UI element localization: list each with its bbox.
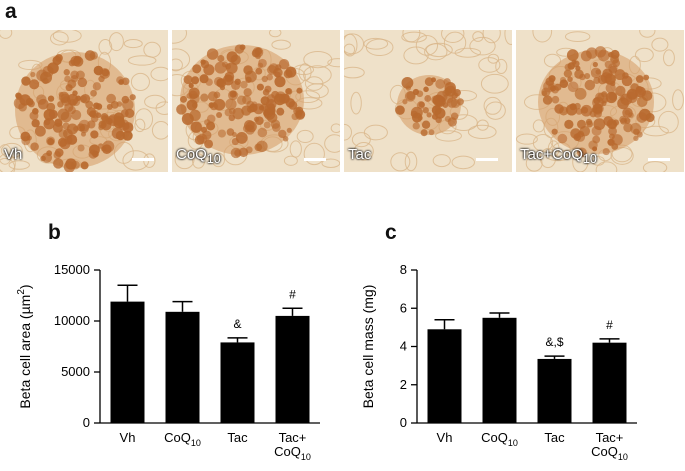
beta-cell-mass-chart: 0 2 4 6 8 Vh CoQ10 &,$ Tac # Tac+ CoQ10 Beta cell ma… [360,262,637,462]
x-tick-label: Tac [544,430,565,445]
y-tick-label: 0 [83,415,90,430]
micrograph-label: Tac+CoQ10 [520,146,597,166]
significance-annotation: # [606,318,613,332]
y-tick-label: 15000 [54,262,90,277]
scale-bar [304,158,326,161]
scale-bar [132,158,154,161]
bar [275,315,310,423]
scale-bar [648,158,670,161]
significance-annotation: &,$ [545,335,563,349]
x-tick-label: CoQ10 [481,430,518,448]
y-axis-label: Beta cell mass (mg) [360,285,376,409]
scale-bar [476,158,498,161]
bar [220,342,255,423]
y-tick-label: 4 [400,339,407,354]
y-tick-label: 0 [400,415,407,430]
significance-annotation: # [289,287,296,301]
y-tick-label: 2 [400,377,407,392]
beta-cell-area-chart: 0 5000 10000 15000 Vh CoQ10 & Tac # Tac+ CoQ10 Beta… [16,262,320,462]
x-tick-label: Tac+ CoQ10 [591,430,628,462]
micrograph-tac-coq10: Tac+CoQ10 [516,30,684,172]
x-tick-label: Tac+ CoQ10 [274,430,311,462]
panel-a-letter: a [5,0,17,23]
bar [427,329,462,423]
micrograph-tac: Tac [344,30,512,172]
bar [110,301,145,423]
y-tick-label: 8 [400,262,407,277]
panel-b-letter: b [48,221,61,244]
x-tick-label: Tac [227,430,248,445]
micrograph-vh: Vh [0,30,168,172]
y-axis-label: Beta cell area (µm2) [16,284,33,408]
y-tick-label: 10000 [54,313,90,328]
significance-annotation: & [233,317,241,331]
islet-image [0,30,168,172]
islet-image [516,30,684,172]
islet-image [344,30,512,172]
bar [592,342,627,423]
x-tick-label: Vh [120,430,136,445]
x-tick-label: Vh [437,430,453,445]
y-tick-label: 6 [400,300,407,315]
micrograph-coq10: CoQ10 [172,30,340,172]
x-tick-label: CoQ10 [164,430,201,448]
micrograph-label: Vh [4,146,23,163]
panel-c-letter: c [385,221,397,244]
micrograph-label: Tac [348,146,372,163]
bar [165,311,200,423]
micrograph-label: CoQ10 [176,146,221,166]
bar [482,317,517,423]
islet-image [172,30,340,172]
bar [537,358,572,423]
y-tick-label: 5000 [61,364,90,379]
